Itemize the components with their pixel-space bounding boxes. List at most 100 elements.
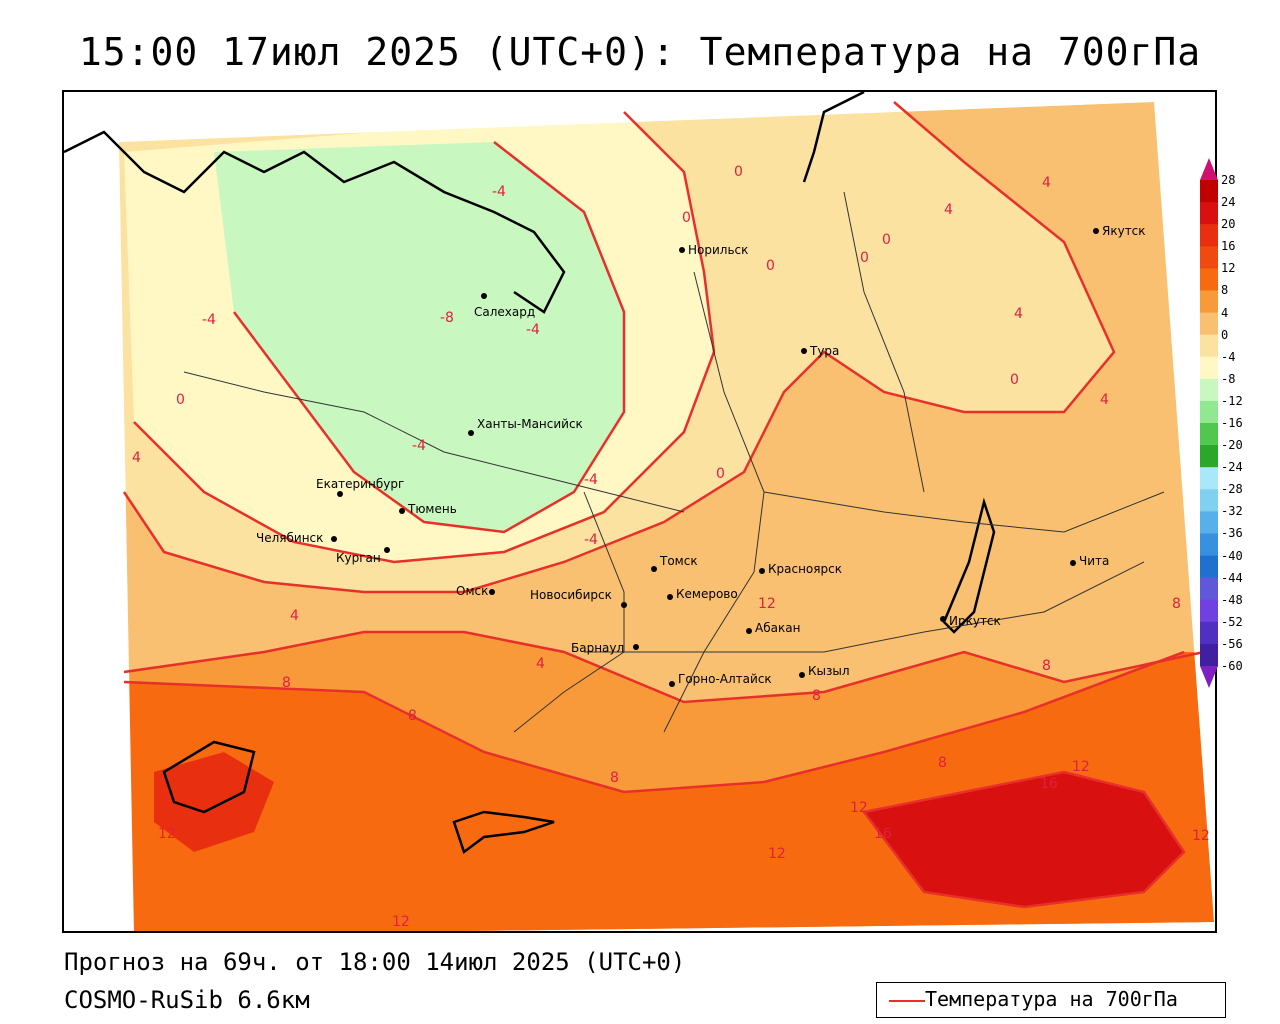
svg-text:4: 4 [132, 450, 141, 466]
svg-text:8: 8 [812, 688, 821, 704]
city-krasnoyarsk: Красноярск [759, 562, 842, 576]
colorbar-tick-label: -48 [1221, 592, 1243, 607]
colorbar-swatch [1200, 378, 1218, 402]
svg-text:Абакан: Абакан [755, 621, 800, 635]
svg-text:12: 12 [392, 914, 410, 930]
svg-text:Барнаул: Барнаул [571, 641, 624, 655]
temp-zone-16-20-small [154, 752, 274, 852]
colorbar-tick-label: -32 [1221, 504, 1243, 519]
contour-labels: 0 0 0 0 0 0 0 0 4 4 4 4 4 4 4 -4 -4 -4 -… [132, 164, 1210, 930]
svg-text:16: 16 [874, 826, 892, 842]
colorbar-tick-label: 28 [1221, 173, 1236, 187]
map-panel: Норильск Якутск Салехард Тура Ханты-Манс… [62, 90, 1217, 933]
colorbar-tick-label: -44 [1221, 570, 1243, 585]
svg-text:8: 8 [1042, 658, 1051, 674]
svg-text:8: 8 [282, 675, 291, 691]
svg-text:4: 4 [1042, 175, 1051, 191]
svg-text:Горно-Алтайск: Горно-Алтайск [678, 672, 772, 686]
colorbar-swatch [1200, 400, 1218, 424]
svg-text:0: 0 [1010, 372, 1019, 388]
colorbar-tick-label: -16 [1221, 416, 1243, 430]
svg-text:Чита: Чита [1079, 554, 1109, 568]
svg-text:Курган: Курган [336, 551, 381, 565]
svg-text:Тюмень: Тюмень [407, 502, 457, 516]
svg-text:16: 16 [1040, 776, 1058, 792]
colorbar-tick-label: -12 [1221, 393, 1243, 408]
city-ekaterinburg: Екатеринбург [316, 477, 404, 497]
city-chita: Чита [1070, 554, 1109, 568]
svg-text:12: 12 [158, 826, 176, 842]
svg-text:0: 0 [176, 392, 185, 408]
colorbar-tick-label: 12 [1221, 261, 1236, 276]
svg-text:Кемерово: Кемерово [676, 587, 738, 601]
svg-text:-4: -4 [584, 532, 598, 548]
colorbar-tick-label: -36 [1221, 526, 1243, 541]
svg-text:8: 8 [610, 770, 619, 786]
svg-text:0: 0 [682, 210, 691, 226]
legend-label: Температура на 700гПа [925, 987, 1178, 1011]
colorbar-swatch [1200, 180, 1218, 203]
colorbar-tick-label: -20 [1221, 438, 1243, 453]
city-markers: Норильск Якутск Салехард Тура Ханты-Манс… [256, 224, 1146, 687]
svg-text:8: 8 [938, 755, 947, 771]
svg-text:-4: -4 [202, 312, 216, 328]
svg-text:8: 8 [1172, 596, 1181, 612]
city-kurgan: Курган [336, 547, 390, 565]
colorbar-swatch [1200, 423, 1218, 446]
colorbar-tick-label: 24 [1221, 195, 1236, 210]
svg-text:8: 8 [408, 708, 417, 724]
legend: Температура на 700гПа [876, 982, 1226, 1018]
svg-text:0: 0 [766, 258, 775, 274]
city-omsk: Омск [456, 584, 495, 598]
city-barnaul: Барнаул [571, 641, 639, 655]
colorbar-tick-label: -4 [1221, 349, 1236, 364]
city-chelyabinsk: Челябинск [256, 531, 337, 545]
city-yakutsk: Якутск [1093, 224, 1146, 238]
temp-zone-minus8-minus4 [214, 142, 624, 532]
colorbar-tick-label: -8 [1221, 371, 1236, 386]
city-novosibirsk: Новосибирск [530, 588, 627, 608]
colorbar-swatch [1200, 445, 1218, 468]
colorbar-swatch [1200, 643, 1218, 667]
colorbar-tick-label: 4 [1221, 305, 1229, 320]
svg-text:Ханты-Мансийск: Ханты-Мансийск [477, 417, 583, 431]
svg-text:Иркутск: Иркутск [949, 614, 1001, 628]
svg-text:Челябинск: Челябинск [256, 531, 323, 545]
city-abakan: Абакан [746, 621, 800, 635]
colorbar-swatch [1200, 489, 1218, 512]
city-khanty-mansiysk: Ханты-Мансийск [468, 417, 583, 436]
svg-text:Норильск: Норильск [688, 243, 748, 257]
colorbar-tick-label: -56 [1221, 636, 1243, 651]
temperature-map: Норильск Якутск Салехард Тура Ханты-Манс… [64, 92, 1215, 931]
isotherm-lines [122, 101, 1205, 909]
colorbar-tick-label: -40 [1221, 548, 1243, 563]
colorbar-swatch [1200, 334, 1218, 358]
colorbar-tick-label: -24 [1221, 460, 1243, 475]
colorbar-swatch [1200, 356, 1218, 380]
svg-text:12: 12 [758, 596, 776, 612]
colorbar-tick-label: 16 [1221, 239, 1236, 254]
city-salekhard: Салехард [474, 293, 535, 319]
city-kemerovo: Кемерово [667, 587, 738, 601]
svg-text:0: 0 [882, 232, 891, 248]
svg-text:4: 4 [536, 656, 545, 672]
svg-text:0: 0 [716, 466, 725, 482]
svg-text:0: 0 [860, 250, 869, 266]
colorbar-swatch [1200, 533, 1218, 557]
svg-text:12: 12 [1192, 828, 1210, 844]
colorbar-swatch [1200, 268, 1218, 291]
colorbar-swatch [1200, 202, 1218, 225]
colorbar-tick-label: 8 [1221, 283, 1229, 298]
city-gorno-altaysk: Горно-Алтайск [669, 672, 772, 687]
svg-text:Томск: Томск [659, 554, 698, 568]
svg-text:Салехард: Салехард [474, 305, 535, 319]
svg-text:-4: -4 [412, 438, 426, 454]
colorbar-swatch [1200, 246, 1218, 269]
map-title: 15:00 17июл 2025 (UTC+0): Температура на… [78, 30, 1202, 74]
colorbar-tick-label: -28 [1221, 482, 1243, 497]
svg-text:12: 12 [850, 800, 868, 816]
svg-text:4: 4 [290, 608, 299, 624]
colorbar-swatch [1200, 467, 1218, 490]
svg-text:12: 12 [768, 846, 786, 862]
colorbar-tick-label: -52 [1221, 614, 1243, 629]
